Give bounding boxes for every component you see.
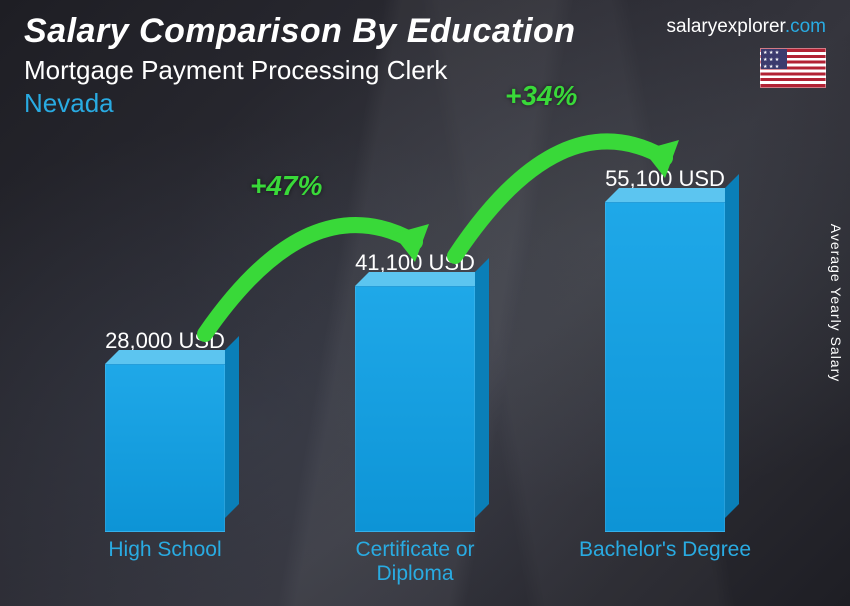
page-subtitle: Mortgage Payment Processing Clerk bbox=[24, 55, 826, 86]
bars-container: 28,000 USD 41,100 USD 55,100 USD bbox=[40, 152, 790, 532]
bar-side-face bbox=[725, 174, 739, 518]
bar-front-face bbox=[355, 286, 475, 532]
bar-side-face bbox=[225, 336, 239, 518]
bar-side-face bbox=[475, 258, 489, 518]
bar-top-face bbox=[355, 272, 489, 286]
bar-top-face bbox=[605, 188, 739, 202]
increase-pct-label: +34% bbox=[505, 80, 577, 112]
brand-suffix: .com bbox=[785, 16, 826, 37]
bar-front-face bbox=[105, 364, 225, 532]
bar-category-label: Bachelor's Degree bbox=[575, 538, 755, 588]
location-label: Nevada bbox=[24, 88, 826, 119]
bar-chart: 28,000 USD 41,100 USD 55,100 USD High Scho… bbox=[40, 148, 790, 588]
bar-group: 55,100 USD bbox=[575, 166, 755, 532]
flag-icon bbox=[760, 48, 826, 88]
bar-3d bbox=[105, 364, 225, 532]
bar-top-face bbox=[105, 350, 239, 364]
bar-category-label: High School bbox=[75, 538, 255, 588]
bar-group: 41,100 USD bbox=[325, 250, 505, 532]
bar-3d bbox=[355, 286, 475, 532]
brand-name: salaryexplorer bbox=[667, 16, 785, 37]
brand-label: salaryexplorer.com bbox=[667, 16, 826, 38]
bar-category-label: Certificate or Diploma bbox=[325, 538, 505, 588]
bar-3d bbox=[605, 202, 725, 532]
increase-pct-label: +47% bbox=[250, 170, 322, 202]
bar-front-face bbox=[605, 202, 725, 532]
y-axis-label: Average Yearly Salary bbox=[828, 224, 844, 383]
bar-group: 28,000 USD bbox=[75, 328, 255, 532]
labels-container: High School Certificate or Diploma Bachelo… bbox=[40, 538, 790, 588]
